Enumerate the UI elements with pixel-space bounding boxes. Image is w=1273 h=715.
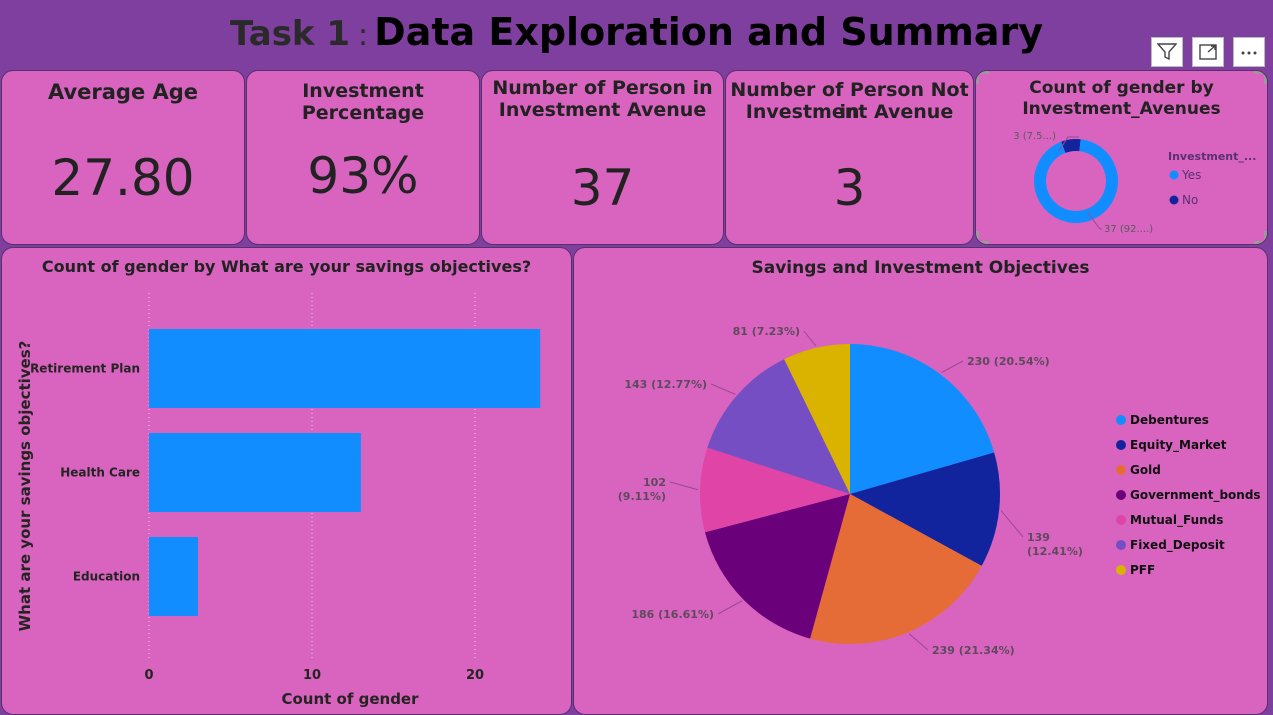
pie-slice-debentures[interactable] [850,344,995,494]
donut-legend-title: Investment_... [1168,150,1256,163]
filter-icon [1157,43,1177,61]
y-axis-title: What are your savings objectives? [16,341,34,632]
kpi-card-average-age[interactable]: Average Age 27.80 [1,70,245,245]
focus-mode-icon [1199,44,1217,60]
pie-legend-label: Debentures [1130,413,1209,427]
selection-handle[interactable] [976,231,989,244]
pie-legend-label: Government_bonds [1130,488,1261,503]
focus-mode-button[interactable] [1192,37,1224,67]
legend-marker [1116,565,1126,575]
pie-data-label: 143 (12.77%) [624,378,707,391]
pie-legend-label: Fixed_Deposit [1130,538,1225,553]
selection-handle[interactable] [976,71,989,84]
pie-leader-line [941,360,964,373]
donut-label-yes: 37 (92....) [1104,224,1153,235]
bar-chart: Retirement Plan Health Care Education 0 10 2… [16,293,541,708]
pie-slice-government-bonds[interactable] [704,494,850,639]
kpi-label: Average Age [47,80,199,104]
pie-chart-card[interactable]: Savings and Investment Objectives 230 (2… [573,247,1268,715]
x-tick-label: 0 [144,668,153,683]
bar-health-care[interactable] [149,433,361,512]
pie-data-label: 186 (16.61%) [631,608,714,621]
donut-slice-no[interactable] [1061,139,1081,153]
pie-slice-fixed-deposit[interactable] [707,359,850,494]
legend-marker [1116,515,1126,525]
pie-chart-title: Savings and Investment Objectives [751,258,1090,278]
pie-slice-equity-market[interactable] [850,452,1000,566]
kpi-label-line2: Investment Avenue [745,101,954,123]
kpi-label: Investment Percentage [301,80,425,124]
legend-marker [1116,490,1126,500]
pie-data-label: 230 (20.54%) [967,355,1050,368]
selection-handle[interactable] [1254,231,1267,244]
pie-leader-line [1000,510,1024,538]
page-title: Task 1: Data Exploration and Summary [0,10,1273,54]
donut-title-line2: Investment_Avenues [1022,99,1221,119]
y-category-label: Health Care [60,466,140,480]
bar-chart-title: Count of gender by What are your savings… [41,257,532,276]
pie-slice-mutual-funds[interactable] [700,447,850,533]
donut-chart: 3 (7.5...) 37 (92....) Investment_... Ye… [1013,131,1256,235]
donut-title-line1: Count of gender by [1029,78,1214,98]
kpi-value: 27.80 [51,149,195,207]
pie-leader-line [717,600,743,615]
donut-legend-label: No [1182,193,1198,207]
pie-legend-label: Mutual_Funds [1130,513,1223,528]
x-tick-label: 20 [466,668,484,683]
pie-data-label: 139 (12.41%) [1027,531,1083,558]
donut-slice-yes[interactable] [1034,139,1118,223]
donut-label-no: 3 (7.5...) [1013,131,1056,142]
legend-marker [1169,170,1179,180]
kpi-value: 3 [833,159,866,217]
y-category-label: Retirement Plan [30,362,140,376]
pie-data-label: 239 (21.34%) [932,644,1015,657]
pie-leader-line [710,383,736,395]
legend-marker [1116,465,1126,475]
donut-chart-card[interactable]: Count of gender by Investment_Avenues 3 … [975,70,1268,245]
legend-marker [1116,540,1126,550]
pie-slice-pff[interactable] [784,344,850,494]
pie-leader-line [909,633,929,651]
kpi-card-persons-not-in-investment[interactable]: Number of Person Not in Investment Avenu… [725,70,974,245]
pie-legend-label: Gold [1130,463,1161,477]
bar-retirement-plan[interactable] [149,329,541,408]
donut-legend-label: Yes [1181,168,1201,182]
kpi-label-line1: Number of Person in [492,77,713,99]
y-category-label: Education [73,570,140,584]
kpi-label-line1: Number of Person Not in [730,79,969,123]
selection-handle[interactable] [1254,71,1267,84]
kpi-card-investment-percentage[interactable]: Investment Percentage 93% [246,70,480,245]
more-options-button[interactable] [1233,37,1265,67]
kpi-label-line2: Investment Avenue [498,99,707,121]
legend-marker [1169,195,1179,205]
kpi-card-persons-in-investment[interactable]: Number of Person in Investment Avenue 37 [481,70,724,245]
pie-legend-label: Equity_Market [1130,438,1227,453]
filter-button[interactable] [1151,37,1183,67]
pie-legend-label: PFF [1130,563,1155,577]
more-options-icon [1241,51,1257,55]
title-main: Data Exploration and Summary [374,10,1044,54]
pie-chart: 230 (20.54%) 139 (12.41%) 239 (21.34%) 186 (… [618,325,1261,657]
bar-chart-card[interactable]: Count of gender by What are your savings… [1,247,572,715]
title-separator: : [358,18,369,53]
kpi-value: 93% [307,147,419,205]
kpi-value: 37 [570,159,635,217]
title-prefix: Task 1 [229,14,351,54]
pie-data-label: 81 (7.23%) [733,325,800,338]
pie-leader-line [803,330,817,347]
pie-leader-line [669,481,699,491]
legend-marker [1116,415,1126,425]
x-axis-title: Count of gender [281,690,419,708]
pie-slice-gold[interactable] [810,494,982,644]
legend-marker [1116,440,1126,450]
pie-data-label: 102 (9.11%) [618,476,666,503]
x-tick-label: 10 [303,668,321,683]
bar-education[interactable] [149,537,198,616]
